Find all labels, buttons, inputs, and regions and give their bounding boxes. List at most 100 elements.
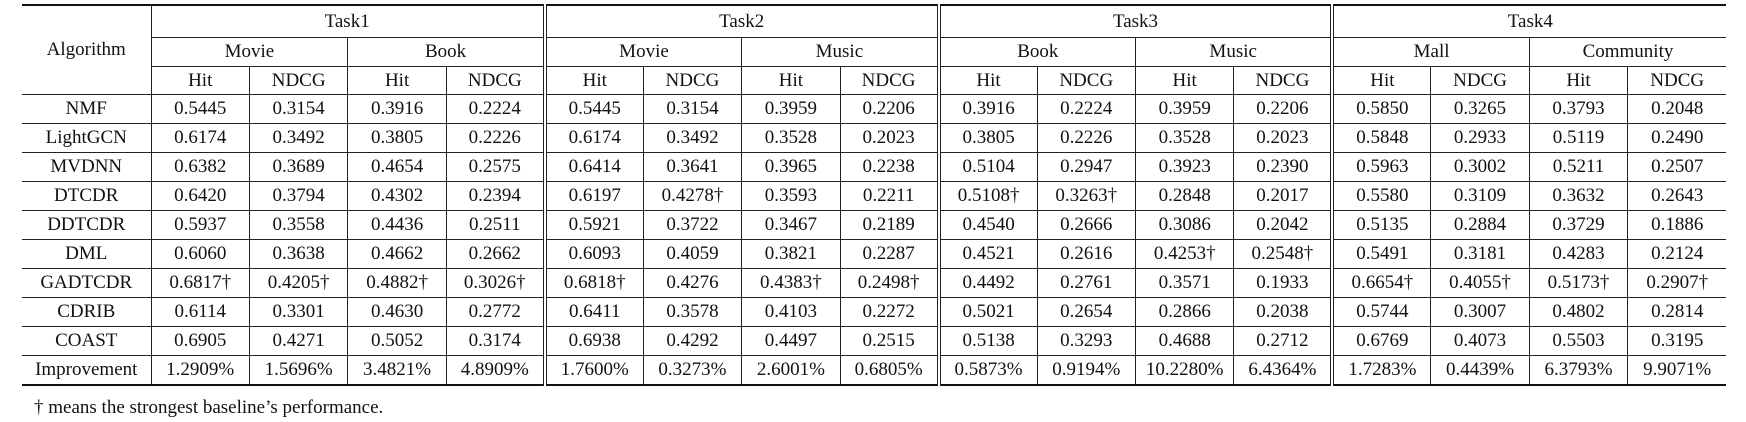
metric-header: Hit: [542, 66, 644, 95]
score-cell: 0.3805: [347, 123, 447, 153]
score-cell: 0.3793: [1528, 94, 1629, 124]
score-cell: 0.4292: [642, 326, 743, 356]
domain-header: Movie: [151, 37, 349, 67]
score-cell: 0.6805%: [839, 355, 940, 386]
score-cell: 0.2287: [839, 239, 940, 269]
score-cell: 0.3959: [741, 94, 841, 124]
score-cell: 0.5211: [1528, 152, 1629, 182]
task-header: Task4: [1330, 4, 1727, 38]
score-cell: 0.3794: [248, 181, 349, 211]
score-cell: 0.2616: [1036, 239, 1136, 269]
score-cell: 2.6001%: [741, 355, 841, 386]
algorithm-name: COAST: [22, 326, 152, 356]
score-cell: 0.2511: [445, 210, 546, 240]
data-row: DTCDR 0.6420 0.3794 0.4302 0.2394 0.6197 0.427…: [22, 181, 1727, 211]
score-cell: 0.3154: [248, 94, 349, 124]
score-cell: 0.2575: [445, 152, 546, 182]
score-cell: 0.6174: [542, 123, 644, 153]
score-cell: 0.4688: [1134, 326, 1235, 356]
score-cell: 0.3638: [248, 239, 349, 269]
score-cell: 0.5937: [150, 210, 250, 240]
score-cell: 0.3689: [248, 152, 349, 182]
score-cell: 0.2507: [1627, 152, 1727, 182]
score-cell: 6.4364%: [1233, 355, 1333, 386]
score-cell: 0.3916: [936, 94, 1038, 124]
metric-header: Hit: [741, 66, 841, 95]
score-cell: 0.3293: [1036, 326, 1136, 356]
score-cell: 0.6174: [150, 123, 250, 153]
domain-header: Music: [1134, 37, 1333, 67]
score-cell: 0.2224: [1036, 94, 1136, 124]
score-cell: 0.3578: [642, 297, 743, 327]
score-cell: 0.2394: [445, 181, 546, 211]
score-cell: 0.5503: [1528, 326, 1629, 356]
score-cell: 0.6093: [542, 239, 644, 269]
domain-header: Community: [1528, 37, 1727, 67]
score-cell: 0.3632: [1528, 181, 1629, 211]
score-cell: 0.2498†: [839, 268, 940, 298]
task-header: Task2: [542, 4, 940, 38]
header-row: Hit NDCG Hit NDCG Hit NDCG Hit NDCG Hit NDCG Hit ND…: [22, 66, 1727, 95]
score-cell: 0.3273%: [642, 355, 743, 386]
score-cell: 0.3923: [1134, 152, 1235, 182]
score-cell: 0.5445: [542, 94, 644, 124]
score-cell: 0.3007: [1430, 297, 1530, 327]
score-cell: 0.2272: [839, 297, 940, 327]
score-cell: 0.3722: [642, 210, 743, 240]
score-cell: 0.3959: [1134, 94, 1235, 124]
score-cell: 0.4205†: [248, 268, 349, 298]
data-row: MVDNN 0.6382 0.3689 0.4654 0.2575 0.6414 0.364…: [22, 152, 1727, 182]
score-cell: 0.2226: [1036, 123, 1136, 153]
score-cell: 0.4302: [347, 181, 447, 211]
score-cell: 0.2048: [1627, 94, 1727, 124]
domain-header: Book: [936, 37, 1136, 67]
score-cell: 0.5921: [542, 210, 644, 240]
score-cell: 0.2189: [839, 210, 940, 240]
domain-header: Mall: [1330, 37, 1530, 67]
metric-header: NDCG: [1233, 66, 1333, 95]
score-cell: 0.3301: [248, 297, 349, 327]
score-cell: 0.3265: [1430, 94, 1530, 124]
score-cell: 1.7600%: [542, 355, 644, 386]
score-cell: 0.3558: [248, 210, 349, 240]
metric-header: NDCG: [248, 66, 349, 95]
score-cell: 0.6818†: [542, 268, 644, 298]
score-cell: 1.2909%: [150, 355, 250, 386]
score-cell: 0.9194%: [1036, 355, 1136, 386]
data-row: NMF 0.5445 0.3154 0.3916 0.2224 0.5445 0.3154 0…: [22, 94, 1727, 124]
score-cell: 0.3263†: [1036, 181, 1136, 211]
score-cell: 0.2814: [1627, 297, 1727, 327]
score-cell: 0.6654†: [1330, 268, 1432, 298]
score-cell: 0.5580: [1330, 181, 1432, 211]
score-cell: 0.6060: [150, 239, 250, 269]
score-cell: 0.3026†: [445, 268, 546, 298]
score-cell: 0.4497: [741, 326, 841, 356]
score-cell: 0.3593: [741, 181, 841, 211]
algorithm-name: NMF: [22, 94, 152, 124]
score-cell: 0.2226: [445, 123, 546, 153]
score-cell: 3.4821%: [347, 355, 447, 386]
algorithm-name: DDTCDR: [22, 210, 152, 240]
score-cell: 0.2772: [445, 297, 546, 327]
score-cell: 0.4630: [347, 297, 447, 327]
score-cell: 0.3821: [741, 239, 841, 269]
score-cell: 0.3154: [642, 94, 743, 124]
score-cell: 0.2643: [1627, 181, 1727, 211]
score-cell: 0.4383†: [741, 268, 841, 298]
score-cell: 0.5138: [936, 326, 1038, 356]
score-cell: 0.3181: [1430, 239, 1530, 269]
metric-header: NDCG: [445, 66, 546, 95]
score-cell: 0.6382: [150, 152, 250, 182]
score-cell: 0.4439%: [1430, 355, 1530, 386]
score-cell: 0.2662: [445, 239, 546, 269]
header-row: Movie Book Movie Music Book Music Mall Communit…: [22, 37, 1727, 67]
algorithm-name: LightGCN: [22, 123, 152, 153]
score-cell: 0.1933: [1233, 268, 1333, 298]
score-cell: 0.2548†: [1233, 239, 1333, 269]
score-cell: 4.8909%: [445, 355, 546, 386]
score-cell: 0.1886: [1627, 210, 1727, 240]
algorithm-name: DTCDR: [22, 181, 152, 211]
score-cell: 0.2907†: [1627, 268, 1727, 298]
score-cell: 0.2017: [1233, 181, 1333, 211]
